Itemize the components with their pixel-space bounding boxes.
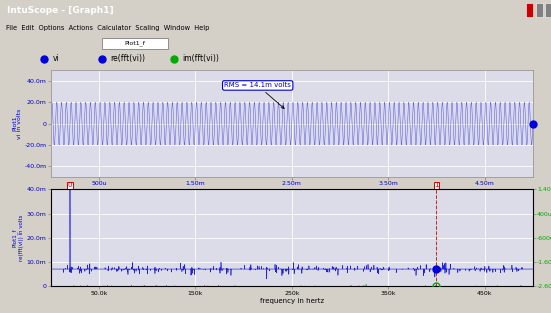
- Text: 0: 0: [68, 182, 72, 188]
- Y-axis label: vi in volts: vi in volts: [17, 108, 21, 139]
- Bar: [536, 3, 543, 17]
- Text: IntuScope - [Graph1]: IntuScope - [Graph1]: [7, 6, 114, 15]
- X-axis label: frequency in hertz: frequency in hertz: [260, 298, 324, 304]
- Text: Plot1_f: Plot1_f: [125, 41, 145, 46]
- Text: Plot1: Plot1: [12, 116, 17, 131]
- Text: File  Edit  Options  Actions  Calculator  Scaling  Window  Help: File Edit Options Actions Calculator Sca…: [6, 25, 209, 31]
- Text: Plot1_f: Plot1_f: [12, 228, 18, 247]
- Bar: [526, 3, 533, 17]
- Text: re(fft(vi)): re(fft(vi)): [110, 54, 145, 63]
- X-axis label: time in seconds: time in seconds: [264, 189, 320, 195]
- Text: im(fft(vi)): im(fft(vi)): [182, 54, 219, 63]
- FancyBboxPatch shape: [102, 38, 168, 49]
- Text: 1: 1: [434, 182, 439, 188]
- Bar: [545, 3, 551, 17]
- Y-axis label: re(fft(vi)) in volts: re(fft(vi)) in volts: [19, 215, 24, 261]
- Text: vi: vi: [52, 54, 59, 63]
- Text: RMS = 14.1m volts: RMS = 14.1m volts: [224, 82, 291, 108]
